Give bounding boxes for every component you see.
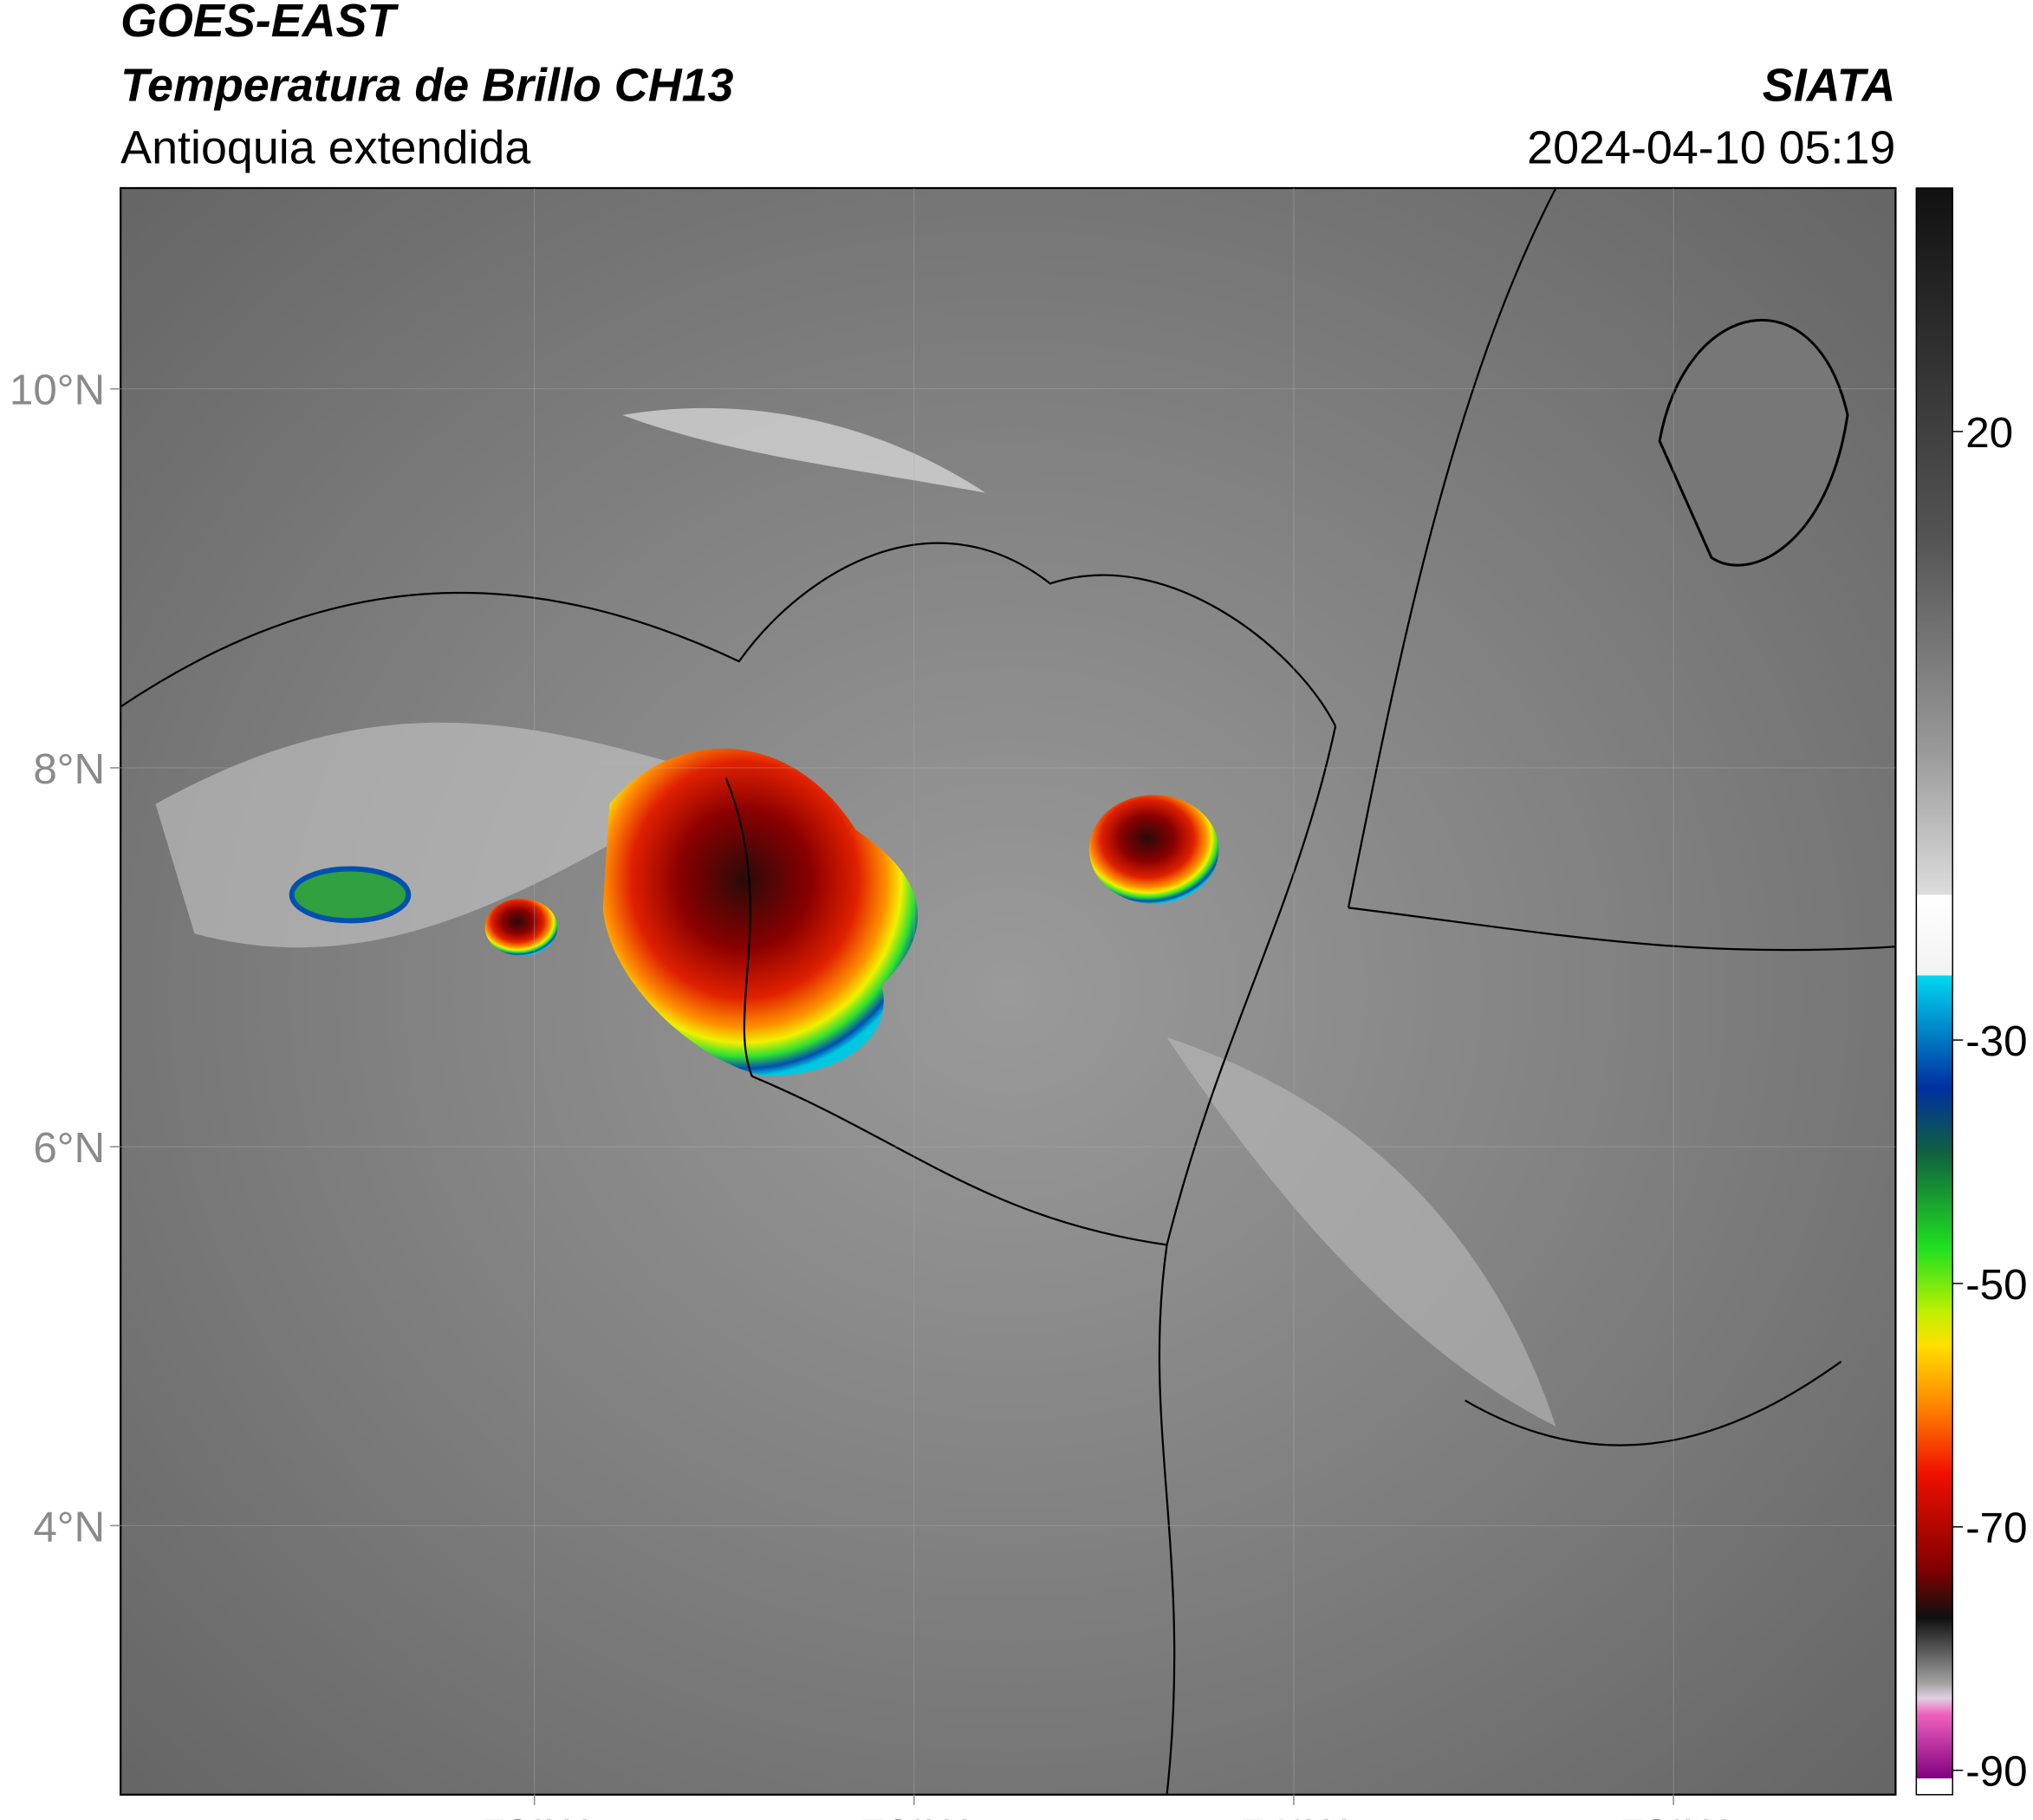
storm	[484, 898, 558, 956]
storm	[289, 866, 412, 924]
colorbar	[1915, 187, 1953, 1796]
colorbar-tick-label: -30	[1965, 1017, 2027, 1065]
borders	[120, 188, 1896, 1795]
satellite: GOES-EAST	[120, 0, 399, 47]
y-tick-label: 6°N	[33, 1124, 105, 1172]
colorbar-tick-label: -90	[1965, 1748, 2027, 1796]
background	[120, 188, 1896, 1795]
colorbar-tick-label: 20	[1965, 409, 2013, 457]
product: Temperatura de Brillo CH13	[120, 60, 733, 112]
y-tick-label: 4°N	[33, 1503, 105, 1550]
storm	[602, 748, 919, 1076]
storm	[1088, 795, 1219, 904]
cloud	[1166, 1037, 1556, 1427]
datetime: 2024-04-10 05:19	[1527, 122, 1895, 174]
x-tick-label: 78°W	[482, 1811, 588, 1820]
map-frame	[120, 186, 1897, 1796]
agency: SIATA	[1763, 60, 1896, 112]
satellite-image	[120, 188, 1896, 1795]
x-tick-label: 72°W	[1621, 1811, 1726, 1820]
colorbar-tick-label: -50	[1965, 1261, 2027, 1309]
region: Antioquia extendida	[120, 122, 530, 174]
x-tick-label: 76°W	[861, 1811, 967, 1820]
y-tick-label: 8°N	[33, 745, 105, 793]
cloud	[622, 407, 986, 493]
y-tick-label: 10°N	[10, 367, 105, 414]
x-tick-label: 74°W	[1241, 1811, 1347, 1820]
lake	[1658, 319, 1849, 567]
colorbar-tick-label: -70	[1965, 1505, 2027, 1552]
